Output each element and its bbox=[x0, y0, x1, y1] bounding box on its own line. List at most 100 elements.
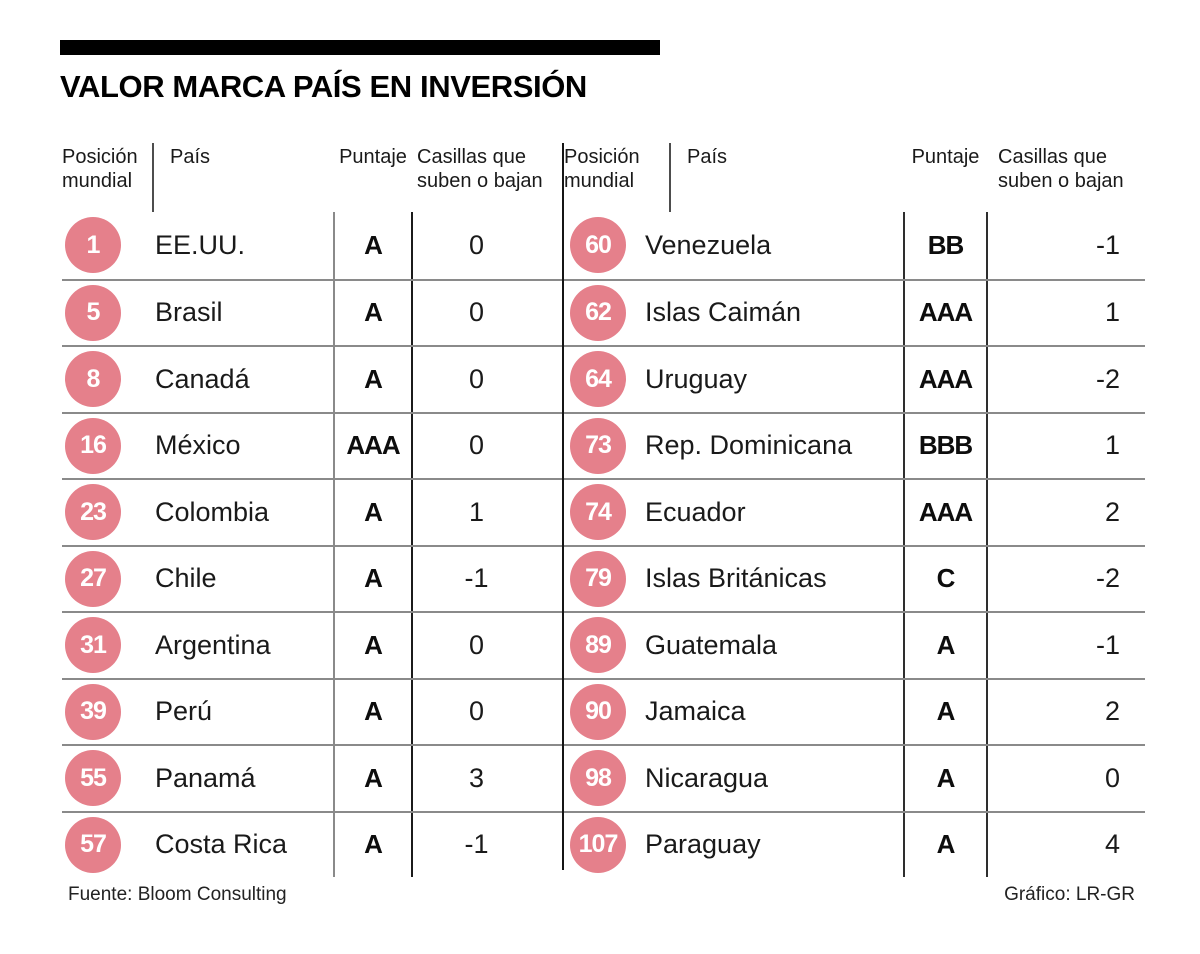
source-credit: Fuente: Bloom Consulting bbox=[68, 884, 287, 905]
country-cell: Nicaragua bbox=[645, 762, 769, 793]
country-cell: Perú bbox=[155, 696, 213, 727]
score-cell: AAA bbox=[333, 413, 413, 478]
table-row: 31 Argentina A 0 bbox=[62, 611, 562, 678]
country-cell: EE.UU. bbox=[155, 229, 246, 260]
score-cell: AAA bbox=[903, 347, 988, 412]
score-cell: A bbox=[903, 679, 988, 744]
score-cell: A bbox=[333, 546, 413, 611]
change-cell: 2 bbox=[1104, 496, 1120, 527]
col-header-posicion: Posición mundial bbox=[62, 146, 138, 193]
score-cell: A bbox=[903, 812, 988, 877]
change-cell: 0 bbox=[468, 229, 485, 260]
rank-cell: 8 bbox=[62, 347, 140, 412]
ranking-table-left: Posición mundial País Puntaje Casillas q… bbox=[62, 143, 562, 877]
score-cell: A bbox=[333, 280, 413, 345]
rank-cell: 89 bbox=[564, 613, 635, 678]
rank-badge: 16 bbox=[65, 417, 121, 474]
rank-badge: 107 bbox=[570, 816, 626, 873]
table-row: 107 Paraguay A 4 bbox=[564, 810, 1145, 878]
change-cell: 0 bbox=[468, 297, 485, 328]
rank-badge: 73 bbox=[570, 417, 626, 474]
rank-cell: 90 bbox=[564, 680, 635, 745]
rank-badge: 57 bbox=[65, 816, 121, 873]
change-cell: 0 bbox=[468, 363, 485, 394]
rank-badge: 39 bbox=[65, 683, 121, 740]
rank-cell: 57 bbox=[62, 813, 140, 878]
table-row: 98 Nicaragua A 0 bbox=[564, 744, 1145, 811]
table-row: 57 Costa Rica A -1 bbox=[62, 810, 562, 878]
col-header-puntaje: Puntaje bbox=[339, 146, 407, 168]
change-cell: -1 bbox=[1095, 629, 1120, 660]
table-row: 23 Colombia A 1 bbox=[62, 478, 562, 545]
change-cell: -2 bbox=[1095, 563, 1120, 594]
rank-cell: 39 bbox=[62, 680, 140, 745]
rank-badge: 98 bbox=[570, 750, 626, 807]
table-row: 64 Uruguay AAA -2 bbox=[564, 345, 1145, 412]
change-cell: 2 bbox=[1104, 696, 1120, 727]
table-row: 16 México AAA 0 bbox=[62, 411, 562, 479]
country-cell: Brasil bbox=[155, 297, 223, 328]
table-row: 73 Rep. Dominicana BBB 1 bbox=[564, 411, 1145, 479]
country-cell: Rep. Dominicana bbox=[645, 430, 853, 461]
rank-cell: 5 bbox=[62, 281, 140, 346]
table-header: Posición mundial País Puntaje Casillas q… bbox=[62, 143, 562, 212]
score-cell: C bbox=[903, 546, 988, 611]
score-cell: BB bbox=[903, 212, 988, 279]
country-cell: Islas Caimán bbox=[645, 297, 802, 328]
rank-badge: 23 bbox=[65, 484, 121, 541]
score-cell: A bbox=[333, 347, 413, 412]
col-header-casillas: Casillas que suben o bajan bbox=[417, 146, 543, 193]
change-cell: 0 bbox=[468, 430, 485, 461]
rank-cell: 31 bbox=[62, 613, 140, 678]
rank-cell: 107 bbox=[564, 813, 635, 878]
change-cell: 1 bbox=[1104, 430, 1120, 461]
table-row: 27 Chile A -1 bbox=[62, 544, 562, 611]
rank-badge: 74 bbox=[570, 484, 626, 541]
change-cell: -1 bbox=[464, 563, 489, 594]
country-cell: Guatemala bbox=[645, 629, 778, 660]
rank-badge: 1 bbox=[65, 217, 121, 274]
table-row: 74 Ecuador AAA 2 bbox=[564, 478, 1145, 545]
score-cell: BBB bbox=[903, 413, 988, 478]
rank-badge: 90 bbox=[570, 683, 626, 740]
table-row: 1 EE.UU. A 0 bbox=[62, 212, 562, 279]
ranking-table-right: Posición mundial País Puntaje Casillas q… bbox=[564, 143, 1145, 877]
table-separator-line bbox=[562, 143, 564, 870]
change-cell: 4 bbox=[1104, 829, 1120, 860]
score-cell: A bbox=[903, 746, 988, 811]
country-cell: Panamá bbox=[155, 762, 256, 793]
change-cell: 3 bbox=[468, 762, 485, 793]
rank-cell: 16 bbox=[62, 414, 140, 479]
country-cell: Uruguay bbox=[645, 363, 748, 394]
rank-cell: 23 bbox=[62, 480, 140, 545]
table-row: 89 Guatemala A -1 bbox=[564, 611, 1145, 678]
score-cell: A bbox=[333, 613, 413, 678]
rank-badge: 60 bbox=[570, 217, 626, 274]
table-row: 62 Islas Caimán AAA 1 bbox=[564, 278, 1145, 346]
change-cell: -2 bbox=[1095, 363, 1120, 394]
table-row: 5 Brasil A 0 bbox=[62, 278, 562, 346]
rank-badge: 62 bbox=[570, 284, 626, 341]
change-cell: 0 bbox=[468, 696, 485, 727]
country-cell: México bbox=[155, 430, 241, 461]
change-cell: 0 bbox=[468, 629, 485, 660]
score-cell: A bbox=[333, 746, 413, 811]
country-cell: Costa Rica bbox=[155, 829, 288, 860]
table-row: 60 Venezuela BB -1 bbox=[564, 212, 1145, 279]
page-title: VALOR MARCA PAÍS EN INVERSIÓN bbox=[60, 69, 587, 104]
rank-cell: 62 bbox=[564, 281, 635, 346]
rank-badge: 79 bbox=[570, 550, 626, 607]
country-cell: Jamaica bbox=[645, 696, 746, 727]
rank-cell: 73 bbox=[564, 414, 635, 479]
col-header-pais: País bbox=[669, 143, 903, 212]
rank-badge: 31 bbox=[65, 617, 121, 674]
col-header-casillas: Casillas que suben o bajan bbox=[998, 146, 1124, 193]
table-row: 90 Jamaica A 2 bbox=[564, 677, 1145, 745]
score-cell: A bbox=[333, 679, 413, 744]
graphic-credit: Gráfico: LR-GR bbox=[1004, 884, 1135, 905]
change-cell: 1 bbox=[1104, 297, 1120, 328]
rank-badge: 8 bbox=[65, 351, 121, 408]
col-header-posicion: Posición mundial bbox=[564, 146, 640, 193]
table-row: 39 Perú A 0 bbox=[62, 677, 562, 745]
